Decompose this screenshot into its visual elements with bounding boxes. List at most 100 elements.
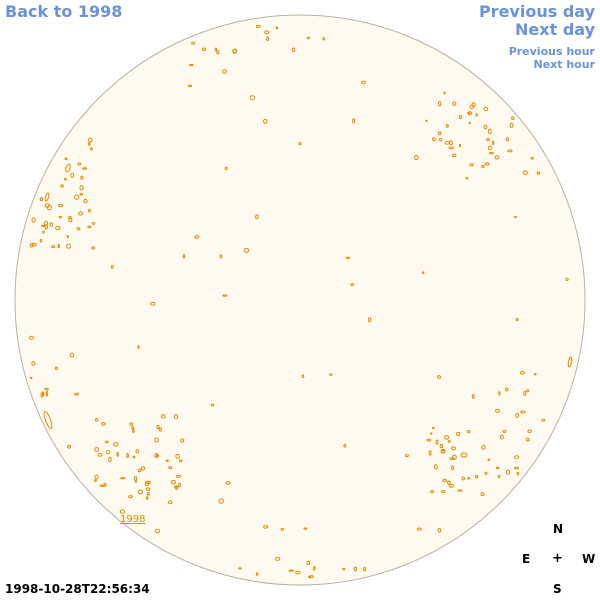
contour-mark (515, 412, 520, 419)
contour-mark (451, 153, 457, 158)
contour-mark (108, 456, 112, 463)
contour-mark (45, 391, 49, 397)
contour-mark (438, 138, 443, 142)
contour-mark (140, 466, 146, 471)
compass-north: N (553, 522, 564, 536)
contour-mark (361, 80, 366, 85)
contour-mark (495, 408, 500, 413)
contour-mark (88, 208, 91, 213)
contour-mark (58, 215, 62, 219)
contour-mark (119, 509, 126, 514)
contour-mark (224, 166, 228, 171)
contour-mark (94, 447, 100, 452)
contour-mark (51, 245, 56, 249)
previous-hour-link[interactable]: Previous hour (508, 45, 595, 58)
magnetic-contours (29, 24, 573, 579)
contour-mark (437, 131, 442, 136)
next-day-link[interactable]: Next day (515, 20, 595, 39)
contour-mark (426, 438, 432, 442)
contour-mark (201, 47, 207, 52)
contour-mark (280, 527, 284, 531)
contour-mark (430, 489, 434, 494)
compass-west: W (582, 552, 596, 566)
contour-mark (443, 91, 446, 95)
contour-mark (511, 116, 515, 120)
contour-mark (363, 567, 367, 572)
contour-mark (467, 112, 471, 115)
contour-mark (487, 145, 492, 151)
contour-mark (64, 177, 67, 181)
year-1998-link[interactable]: 1998 (120, 514, 145, 525)
contour-mark (134, 476, 138, 481)
contour-mark (469, 163, 474, 167)
contour-mark (449, 140, 453, 146)
year-1998-label[interactable]: 1998 (120, 514, 145, 525)
contour-mark (520, 410, 526, 414)
contour-mark (471, 394, 475, 399)
contour-mark (145, 496, 149, 500)
contour-mark (60, 184, 64, 188)
contour-mark (522, 170, 528, 176)
contour-mark (116, 451, 119, 457)
contour-mark (91, 246, 96, 250)
contour-mark (445, 123, 449, 128)
contour-mark (519, 371, 525, 375)
contour-mark (309, 575, 314, 579)
contour-mark (249, 95, 256, 101)
contour-mark (488, 128, 492, 135)
contour-mark (87, 142, 91, 146)
contour-mark (514, 455, 520, 460)
contour-mark (165, 459, 169, 463)
contour-mark (437, 101, 442, 107)
contour-mark (191, 41, 196, 45)
contour-mark (57, 243, 60, 249)
contour-mark (263, 118, 268, 124)
contour-mark (428, 450, 432, 456)
contour-mark (306, 36, 310, 40)
back-to-year-link[interactable]: Back to 1998 (5, 2, 123, 21)
contour-mark (144, 481, 150, 487)
contour-mark (65, 163, 71, 173)
contour-mark (44, 192, 50, 202)
contour-mark (82, 167, 88, 170)
contour-mark (67, 444, 71, 449)
contour-mark (291, 47, 296, 53)
contour-mark (565, 277, 569, 281)
contour-mark (222, 294, 228, 297)
contour-mark (68, 216, 72, 219)
contour-mark (188, 84, 193, 88)
contour-mark (173, 414, 179, 420)
contour-mark (275, 26, 279, 30)
contour-mark (507, 149, 513, 153)
contour-mark (275, 556, 281, 561)
contour-mark (64, 157, 68, 161)
contour-mark (432, 426, 435, 430)
contour-mark (509, 122, 514, 128)
contour-mark (44, 203, 51, 208)
contour-mark (154, 528, 160, 534)
contour-mark (42, 230, 45, 234)
contour-mark (440, 449, 445, 454)
previous-day-link[interactable]: Previous day (478, 2, 595, 21)
contour-mark (367, 317, 372, 323)
contour-mark (460, 452, 468, 458)
contour-mark (421, 271, 425, 275)
solar-disk (14, 14, 586, 586)
contour-mark (431, 137, 436, 142)
next-hour-link[interactable]: Next hour (533, 58, 596, 71)
contour-mark (31, 361, 36, 366)
contour-mark (87, 225, 92, 229)
contour-mark (255, 572, 259, 576)
contour-mark (210, 403, 215, 407)
contour-mark (499, 434, 504, 440)
compass-center-marker: + (552, 551, 563, 566)
contour-mark (225, 481, 231, 485)
contour-mark (219, 254, 223, 259)
contour-mark (168, 500, 173, 505)
contour-mark (457, 489, 463, 492)
contour-mark (502, 429, 507, 433)
contour-mark (180, 438, 185, 443)
contour-mark (469, 104, 475, 110)
contour-mark (39, 197, 44, 202)
contour-mark (29, 376, 33, 380)
